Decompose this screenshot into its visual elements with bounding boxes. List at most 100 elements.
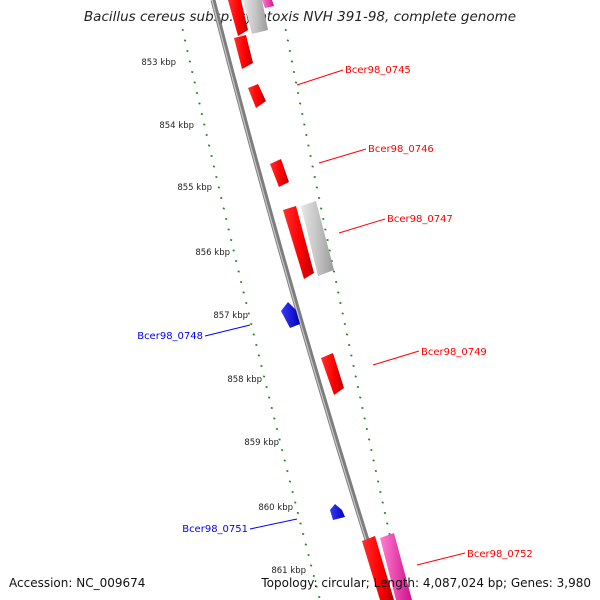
leader-bcer98-0745 bbox=[296, 69, 344, 86]
inner-tick-mark bbox=[296, 511, 300, 515]
gene-label-bcer98-0749[interactable]: Bcer98_0749 bbox=[421, 347, 487, 358]
gene-arrow-bcer98-0746[interactable] bbox=[270, 159, 289, 187]
kbp-label-856: 856 kbp bbox=[195, 248, 230, 258]
inner-tick-mark bbox=[318, 595, 321, 599]
outer-tick-mark bbox=[345, 333, 349, 336]
outer-tick-mark bbox=[354, 375, 357, 378]
inner-tick-mark bbox=[188, 60, 192, 63]
outer-tick-mark bbox=[367, 438, 371, 441]
gene-label-bcer98-0751[interactable]: Bcer98_0751 bbox=[182, 524, 248, 535]
gene-arrow-bcer98-0747[interactable] bbox=[283, 206, 314, 279]
inner-tick-mark bbox=[193, 81, 196, 84]
gene-label-bcer98-0752[interactable]: Bcer98_0752 bbox=[467, 549, 533, 560]
inner-tick-mark bbox=[257, 354, 261, 357]
inner-tick-mark bbox=[225, 217, 228, 221]
outer-tick-mark bbox=[359, 396, 362, 399]
outer-tick-mark bbox=[356, 385, 360, 389]
outer-tick-mark bbox=[386, 522, 389, 525]
inner-tick-mark bbox=[265, 385, 268, 389]
outer-tick-mark bbox=[294, 81, 298, 84]
inner-tick-mark bbox=[191, 70, 194, 74]
inner-tick-mark bbox=[278, 438, 281, 441]
gene-label-bcer98-0746[interactable]: Bcer98_0746 bbox=[368, 144, 434, 155]
inner-tick-mark bbox=[255, 343, 258, 347]
kbp-label-859: 859 kbp bbox=[244, 438, 279, 448]
gene-label-leaders bbox=[204, 69, 466, 566]
gene-arrow-bcer98-0752[interactable] bbox=[362, 536, 394, 600]
inner-tick-mark bbox=[275, 427, 279, 431]
inner-tick-mark bbox=[315, 585, 318, 588]
inner-tick-mark bbox=[312, 574, 316, 578]
inner-tick-mark bbox=[212, 165, 216, 168]
outer-tick-mark bbox=[381, 501, 384, 504]
gene-arrow-bcer98-0751[interactable] bbox=[330, 504, 345, 520]
inner-tick-mark bbox=[215, 175, 218, 179]
kbp-label-861: 861 kbp bbox=[271, 566, 306, 576]
inner-tick-mark bbox=[270, 406, 273, 410]
gene-feature-gray-0747[interactable] bbox=[301, 201, 334, 276]
outer-tick-mark bbox=[350, 354, 353, 357]
outer-tick-mark bbox=[319, 207, 323, 210]
leader-bcer98-0749 bbox=[372, 350, 420, 366]
outer-tick-mark bbox=[311, 165, 314, 168]
inner-tick-mark bbox=[222, 207, 225, 210]
inner-tick-mark bbox=[267, 396, 271, 399]
topology-text: Topology: circular; Length: 4,087,024 bp… bbox=[261, 576, 591, 590]
inner-tick-mark bbox=[234, 259, 238, 263]
inner-tick-mark bbox=[232, 249, 235, 252]
outer-tick-mark bbox=[292, 70, 296, 74]
inner-tick-mark bbox=[198, 102, 201, 105]
outer-tick-mark bbox=[363, 417, 366, 420]
leader-bcer98-0748 bbox=[204, 324, 251, 337]
inner-tick-mark bbox=[299, 522, 302, 525]
gene-arrow-top-red-2[interactable] bbox=[234, 35, 253, 69]
outer-tick-mark bbox=[388, 532, 391, 536]
gene-arrow-bcer98-0749[interactable] bbox=[321, 353, 344, 395]
gene-label-bcer98-0748[interactable]: Bcer98_0748 bbox=[137, 331, 203, 342]
outer-tick-mark bbox=[313, 175, 316, 179]
inner-tick-mark bbox=[309, 564, 313, 567]
outer-tick-mark bbox=[328, 249, 331, 252]
outer-tick-mark bbox=[324, 228, 327, 231]
kbp-label-854: 854 kbp bbox=[159, 121, 194, 131]
gene-label-bcer98-0745[interactable]: Bcer98_0745 bbox=[345, 65, 411, 76]
gene-arrow-top-gray[interactable] bbox=[243, 0, 268, 34]
inner-tick-mark bbox=[203, 123, 206, 126]
outer-tick-mark bbox=[341, 312, 344, 315]
outer-tick-mark bbox=[347, 343, 351, 347]
gene-features bbox=[228, 0, 412, 600]
kbp-label-855: 855 kbp bbox=[177, 183, 212, 193]
inner-tick-mark bbox=[207, 144, 211, 147]
inner-tick-mark bbox=[301, 532, 305, 536]
genome-backbone-highlight bbox=[211, 0, 386, 600]
inner-tick-mark bbox=[220, 196, 223, 200]
inner-tick-mark bbox=[229, 238, 233, 242]
inner-tick-mark bbox=[250, 322, 253, 326]
outer-tick-mark bbox=[284, 28, 287, 32]
outer-tick-mark bbox=[315, 186, 319, 189]
outer-tick-mark bbox=[301, 112, 304, 116]
kbp-label-853: 853 kbp bbox=[141, 58, 176, 68]
inner-tick-mark bbox=[283, 459, 286, 462]
inner-tick-mark bbox=[252, 333, 255, 336]
gene-arrow-top-red[interactable] bbox=[228, 0, 248, 36]
gene-label-bcer98-0747[interactable]: Bcer98_0747 bbox=[387, 214, 453, 225]
inner-tick-mark bbox=[260, 364, 263, 368]
gene-arrow-top-pink[interactable] bbox=[262, 0, 274, 8]
leader-bcer98-0752 bbox=[416, 552, 466, 566]
gene-feature-pink-0752[interactable] bbox=[380, 533, 412, 600]
gene-arrow-bcer98-0748[interactable] bbox=[281, 302, 300, 328]
inner-tick-mark bbox=[294, 501, 297, 504]
outer-tick-mark bbox=[317, 196, 321, 200]
inner-tick-mark bbox=[200, 112, 204, 116]
inner-tick-mark bbox=[245, 301, 248, 305]
inner-tick-mark bbox=[186, 49, 189, 53]
outer-tick-mark bbox=[334, 280, 338, 284]
inner-tick-mark bbox=[242, 291, 245, 294]
outer-tick-mark bbox=[309, 154, 312, 158]
gene-arrow-bcer98-0745[interactable] bbox=[248, 84, 266, 108]
outer-tick-mark bbox=[343, 322, 347, 326]
outer-tick-mark bbox=[383, 511, 387, 515]
outer-tick-mark bbox=[374, 469, 378, 473]
outer-tick-mark bbox=[376, 480, 380, 483]
